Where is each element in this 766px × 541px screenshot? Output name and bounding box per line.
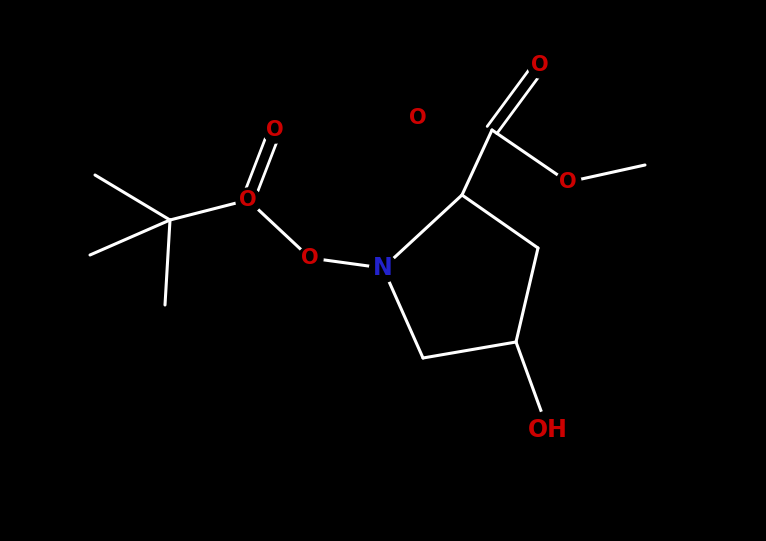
Text: OH: OH — [528, 418, 568, 442]
Text: O: O — [409, 108, 427, 128]
Text: O: O — [267, 120, 284, 140]
Text: O: O — [531, 55, 548, 75]
Text: O: O — [301, 248, 319, 268]
Text: N: N — [373, 256, 393, 280]
Text: O: O — [559, 172, 577, 192]
Text: O: O — [239, 190, 257, 210]
